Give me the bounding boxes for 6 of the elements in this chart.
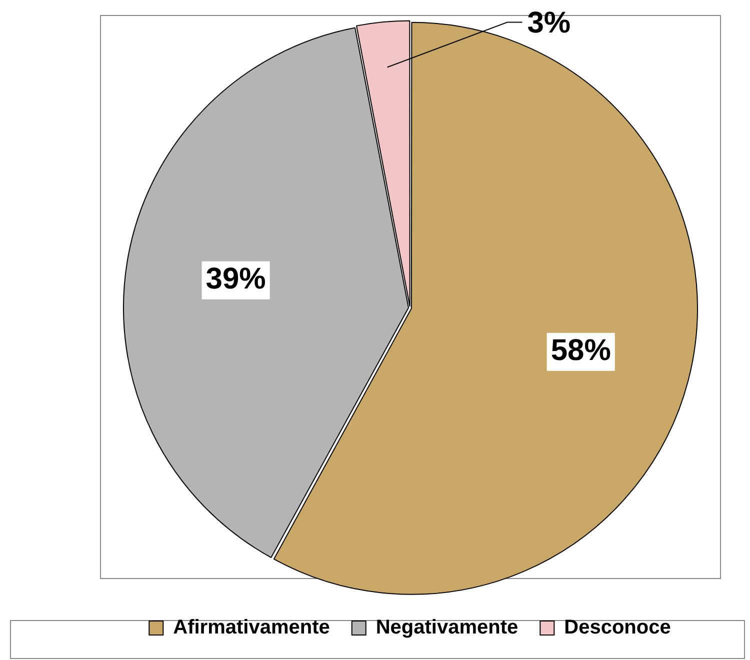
legend-label: Afirmativamente: [173, 616, 330, 639]
data-label: 58%: [550, 334, 611, 368]
legend-label: Negativamente: [376, 616, 518, 639]
data-label: 39%: [206, 262, 266, 296]
data-label: 3%: [527, 6, 571, 40]
legend-label: Desconoce: [564, 616, 671, 639]
